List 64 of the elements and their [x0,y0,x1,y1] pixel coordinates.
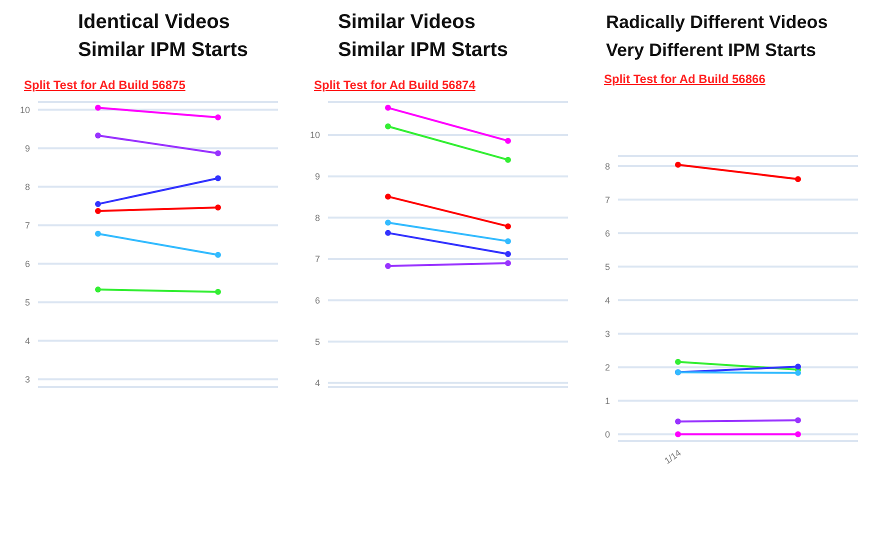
point [675,418,681,425]
y-tick-label: 6 [604,228,610,238]
y-tick-label: 10 [310,130,320,140]
y-tick-label: 7 [314,254,320,264]
y-tick-label: 5 [604,262,610,272]
point [675,162,681,168]
point [215,252,221,258]
y-tick-label: 6 [24,258,30,269]
y-tick-label: 4 [604,295,610,306]
y-tick-label: 3 [24,374,30,384]
x-tick-label: 1/14 [662,448,683,466]
y-tick-label: 8 [24,182,30,192]
point [385,104,391,111]
point [675,358,681,365]
point [95,208,101,214]
chart-subtitle: Split Test for Ad Build 56866 [603,72,766,86]
y-tick-label: 6 [314,295,320,306]
point [215,288,221,295]
point [795,370,801,376]
y-tick-label: 8 [314,212,320,223]
point [795,364,801,370]
point [505,156,511,163]
y-tick-label: 2 [604,362,610,372]
point [215,175,221,182]
point [675,431,681,438]
point [95,132,101,139]
y-tick-label: 9 [314,172,320,182]
y-tick-label: 7 [24,220,30,230]
chart-subtitle: Split Test for Ad Build 56875 [23,78,186,92]
point [95,201,101,208]
point [505,260,511,266]
point [215,204,221,211]
point [385,220,391,226]
point [795,417,801,424]
y-tick-label: 8 [604,161,610,172]
point [505,238,511,244]
point [95,286,101,293]
y-tick-label: 9 [24,143,30,154]
y-tick-label: 4 [314,378,320,388]
y-tick-label: 0 [604,429,610,440]
point [505,223,511,230]
y-tick-label: 10 [20,104,30,115]
chart-title: Similar Videos Similar IPM Starts [337,10,510,63]
y-tick-label: 5 [24,297,30,308]
y-tick-label: 7 [604,194,610,205]
y-tick-label: 5 [314,336,320,347]
point [505,251,511,257]
point [795,431,801,438]
chart-title: Radically Different Videos Very Different IPM Starts [605,11,829,62]
point [385,194,391,200]
point [505,138,511,144]
y-tick-label: 3 [604,328,610,339]
chart-title: Identical Videos Similar IPM Starts [77,10,250,63]
point [215,150,221,156]
y-tick-label: 1 [604,396,610,406]
point [795,176,801,182]
point [95,230,101,237]
y-tick-label: 4 [24,336,30,346]
point [95,104,101,111]
point [385,123,391,130]
chart-subtitle: Split Test for Ad Build 56874 [313,78,476,92]
point [385,230,391,236]
point [385,262,391,269]
point [215,114,221,120]
